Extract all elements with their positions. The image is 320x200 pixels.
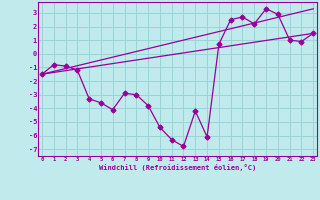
X-axis label: Windchill (Refroidissement éolien,°C): Windchill (Refroidissement éolien,°C) bbox=[99, 164, 256, 171]
